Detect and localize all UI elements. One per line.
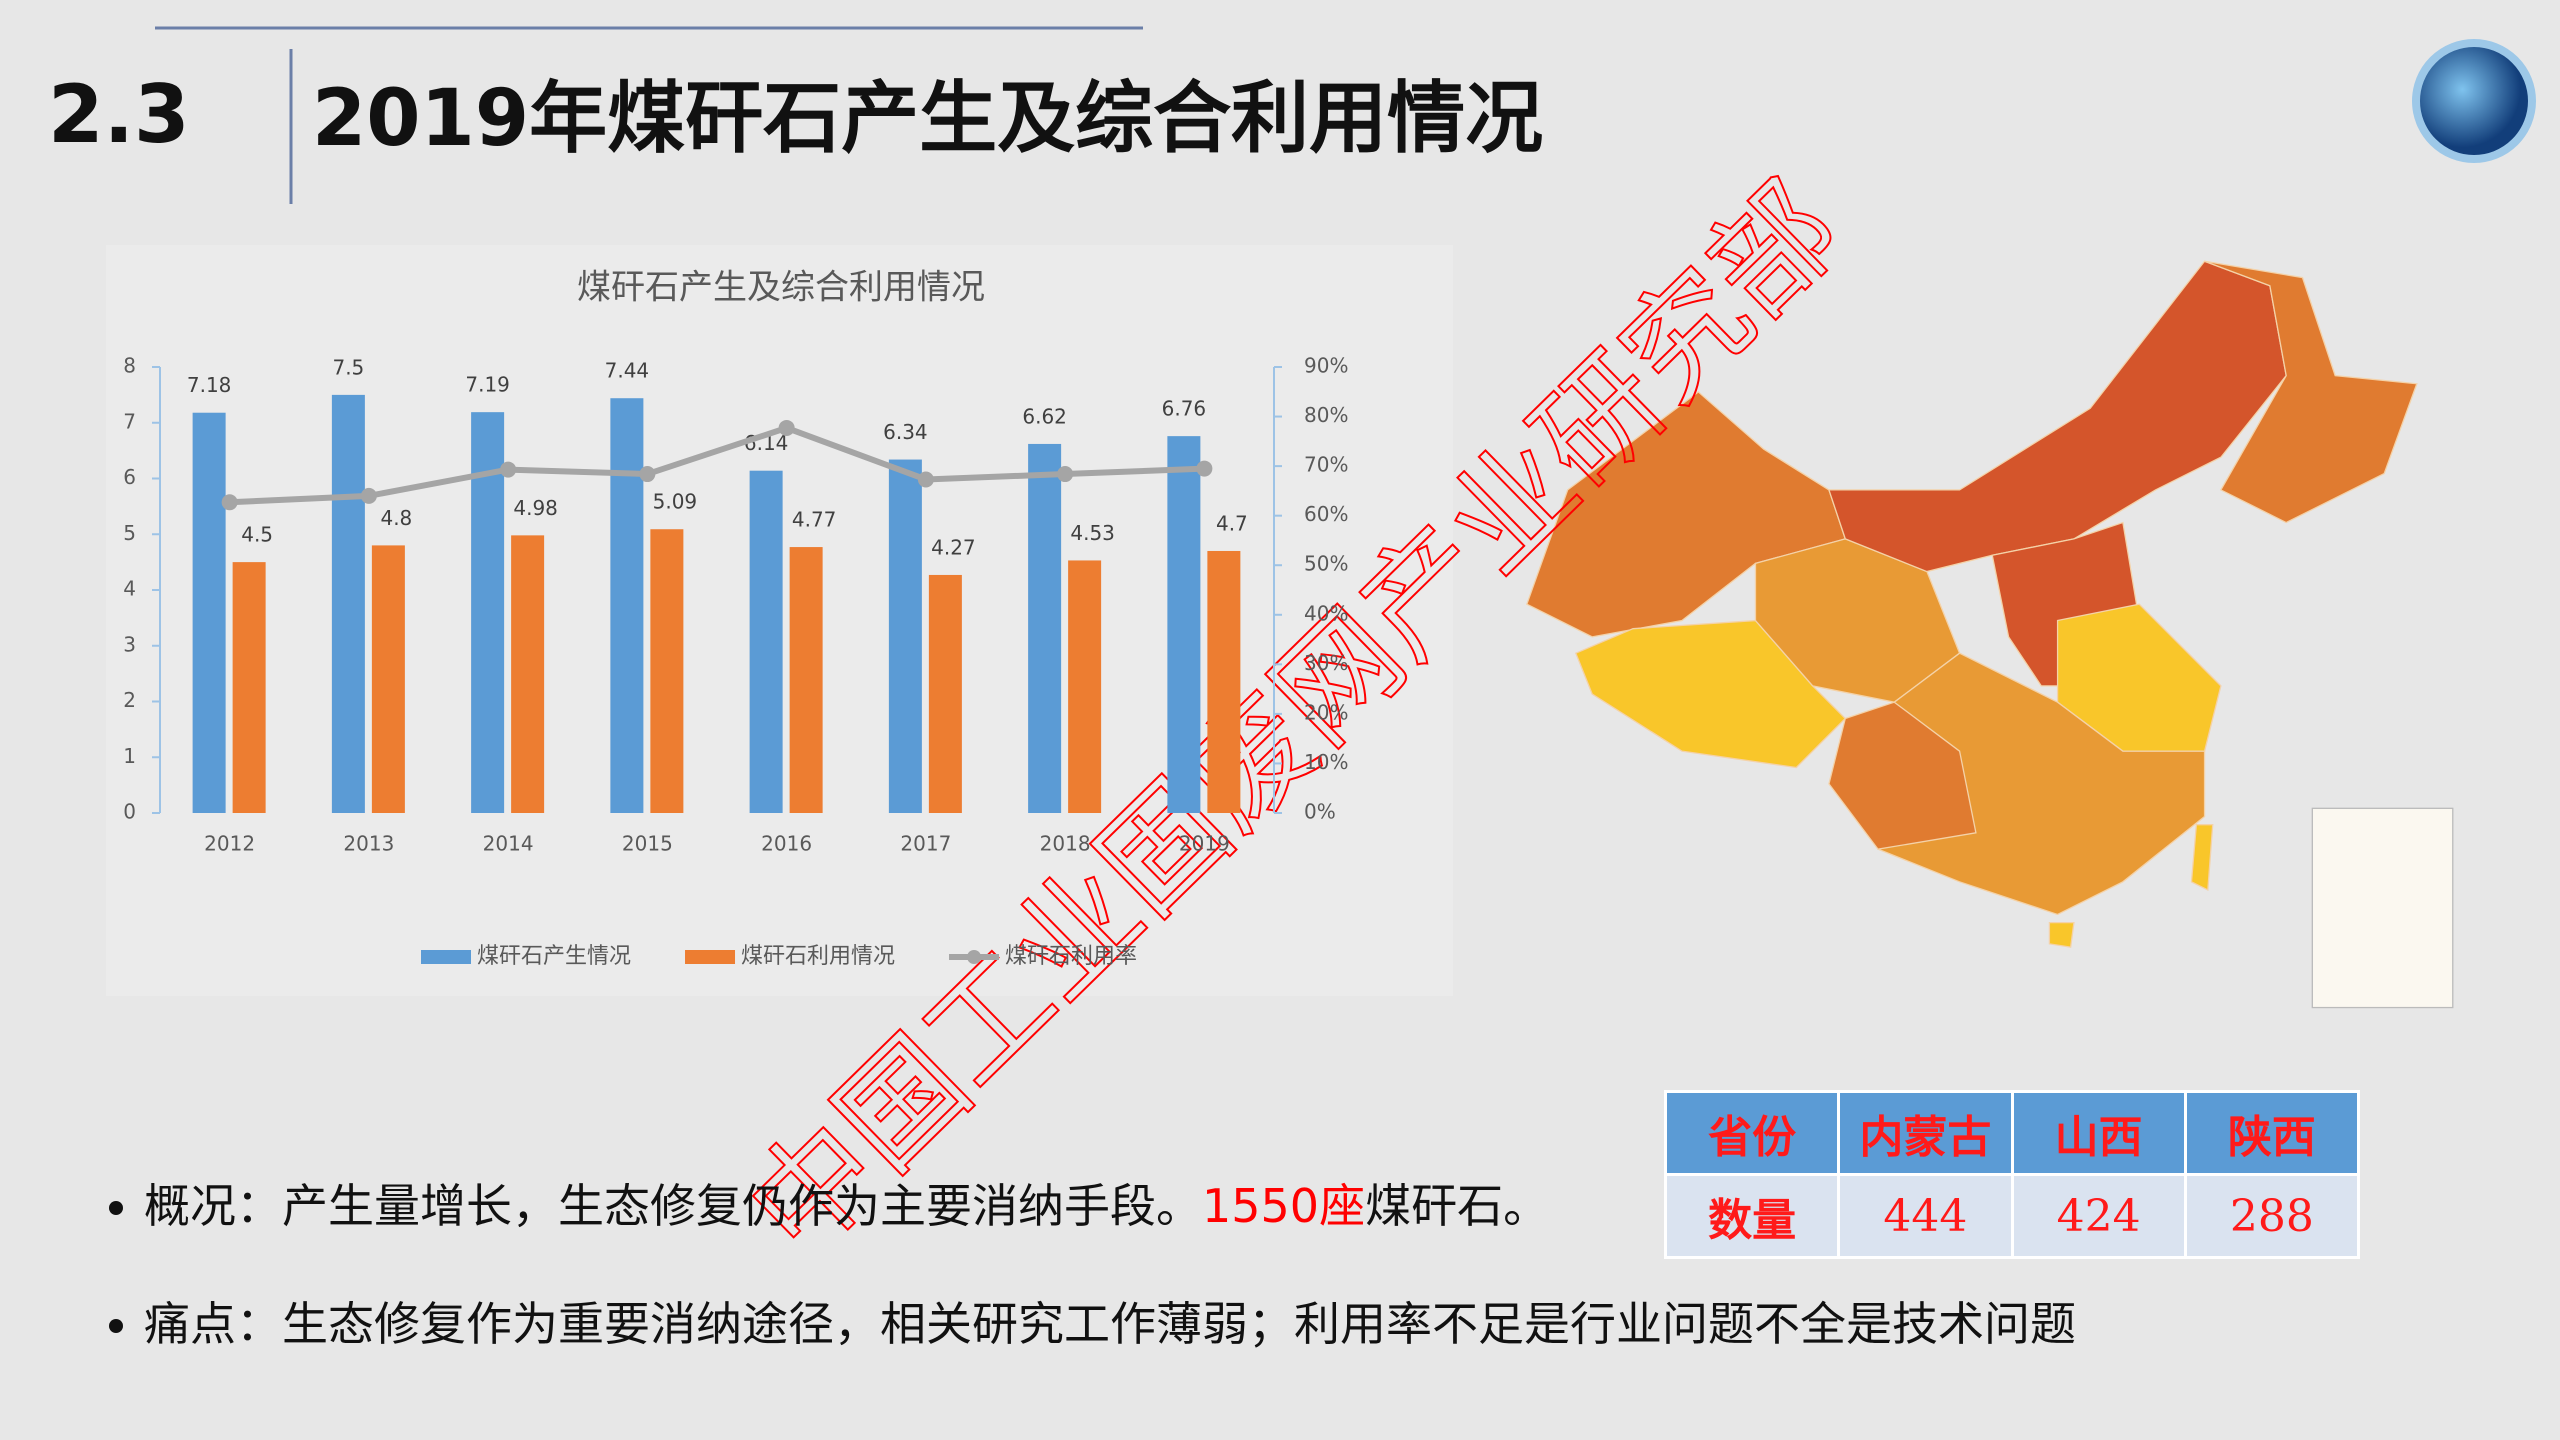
data-label: 4.7	[1216, 511, 1248, 535]
bullet: 概况：产生量增长，生态修复仍作为主要消纳手段。1550座煤矸石。	[144, 1170, 2076, 1236]
data-label: 4.77	[792, 508, 837, 532]
map	[1526, 260, 2454, 1009]
y-tick-label: 2	[123, 688, 136, 712]
line-marker	[1057, 466, 1074, 483]
legend-swatch	[967, 950, 982, 964]
y2-tick-label: 40%	[1304, 601, 1348, 625]
y2-tick-label: 0%	[1304, 800, 1336, 824]
line-marker	[639, 466, 656, 483]
y-tick-label: 1	[123, 744, 136, 768]
data-label: 7.5	[332, 355, 364, 379]
line-marker	[778, 419, 795, 436]
bar	[888, 459, 922, 813]
legend-label: 煤矸石产生情况	[477, 944, 631, 969]
x-tick-label: 2016	[761, 832, 812, 856]
y-tick-label: 0	[123, 800, 136, 824]
data-label: 7.44	[605, 359, 650, 383]
x-tick-label: 2013	[343, 832, 394, 856]
bar	[610, 398, 644, 813]
bar	[1068, 560, 1102, 813]
y2-tick-label: 30%	[1304, 651, 1348, 675]
data-label: 7.19	[465, 373, 510, 397]
bullet: 痛点：生态修复作为重要消纳途径，相关研究工作薄弱；利用率不足是行业问题不全是技术…	[144, 1288, 2076, 1354]
legend-label: 煤矸石利用情况	[741, 944, 895, 969]
data-label: 4.27	[931, 535, 976, 559]
bar	[749, 470, 783, 813]
y-tick-label: 8	[123, 354, 136, 378]
bar	[789, 547, 823, 813]
data-label: 4.8	[380, 506, 412, 530]
bar	[1207, 550, 1241, 813]
bar	[192, 412, 226, 813]
bar	[331, 394, 365, 813]
bar	[371, 545, 405, 813]
section-number: 2.3	[48, 68, 190, 161]
y2-tick-label: 60%	[1304, 502, 1348, 526]
y2-tick-label: 70%	[1304, 453, 1348, 477]
y2-tick-label: 80%	[1304, 403, 1348, 427]
province-table: 省份 内蒙古 山西 陕西 数量 444 424 288	[1663, 1090, 2361, 1259]
legend-swatch	[685, 950, 736, 964]
data-label: 6.76	[1162, 397, 1207, 421]
header-cell: 省份	[1663, 1090, 1841, 1176]
data-label: 4.98	[513, 496, 558, 520]
bar	[650, 529, 684, 813]
bullet-list: 概况：产生量增长，生态修复仍作为主要消纳手段。1550座煤矸石。痛点：生态修复作…	[80, 1170, 2076, 1406]
data-label: 4.5	[241, 523, 273, 547]
header-cell: 山西	[2010, 1090, 2187, 1176]
table-cell: 424	[2010, 1173, 2187, 1259]
line-marker	[221, 494, 238, 511]
x-tick-label: 2017	[900, 832, 951, 856]
bar	[1167, 436, 1201, 813]
x-tick-label: 2014	[483, 832, 534, 856]
data-label: 7.18	[187, 373, 232, 397]
x-tick-label: 2015	[622, 832, 673, 856]
legend-swatch	[421, 950, 471, 964]
header-cell: 陕西	[2183, 1090, 2361, 1176]
legend-label: 煤矸石利用率	[1005, 944, 1137, 969]
table-row: 数量 444 424 288	[1663, 1173, 2361, 1259]
x-tick-label: 2012	[204, 832, 255, 856]
x-tick-label: 2018	[1040, 832, 1091, 856]
data-label: 5.09	[653, 490, 698, 514]
y-tick-label: 7	[123, 409, 136, 433]
x-tick-label: 2019	[1179, 832, 1230, 856]
chart-title: 煤矸石产生及综合利用情况	[577, 268, 985, 308]
line-marker	[917, 471, 934, 488]
y2-tick-label: 10%	[1304, 750, 1348, 774]
y2-tick-label: 90%	[1304, 354, 1348, 378]
header-cell: 内蒙古	[1837, 1090, 2014, 1176]
bullet-text: 痛点：生态修复作为重要消纳途径，相关研究工作薄弱；利用率不足是行业问题不全是技术…	[144, 1297, 2076, 1351]
bullet-text: 概况：产生量增长，生态修复仍作为主要消纳手段。	[144, 1179, 1202, 1233]
y-tick-label: 6	[123, 465, 136, 489]
bar	[1028, 443, 1062, 813]
line-marker	[360, 487, 377, 504]
bar	[471, 412, 505, 813]
bar	[511, 535, 545, 813]
table-cell: 数量	[1663, 1173, 1841, 1259]
line	[229, 424, 1205, 506]
bullet-text: 煤矸石。	[1365, 1179, 1550, 1233]
y-tick-label: 3	[123, 632, 136, 656]
table-cell: 444	[1837, 1173, 2014, 1259]
y2-tick-label: 50%	[1304, 552, 1348, 576]
line-marker	[1196, 460, 1213, 477]
bar	[928, 574, 962, 813]
y-tick-label: 4	[123, 577, 136, 601]
y-tick-label: 5	[123, 521, 136, 545]
bar	[232, 562, 266, 813]
slide-title: 2019年煤矸石产生及综合利用情况	[312, 74, 1544, 164]
data-label: 4.53	[1070, 521, 1115, 545]
line-marker	[500, 461, 517, 478]
data-label: 6.34	[883, 420, 928, 444]
table-cell: 288	[2183, 1173, 2361, 1259]
table-header-row: 省份 内蒙古 山西 陕西	[1663, 1090, 2361, 1176]
logo	[2412, 39, 2536, 163]
y2-tick-label: 20%	[1304, 700, 1348, 724]
bullet-text: 1550座	[1202, 1179, 1366, 1233]
data-label: 6.62	[1022, 404, 1067, 428]
